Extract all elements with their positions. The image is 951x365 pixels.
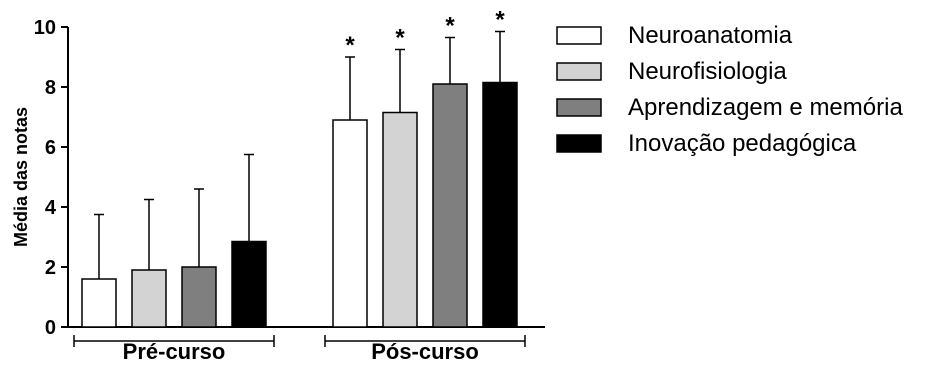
group-label: Pós-curso	[371, 339, 479, 360]
significance-marker: *	[445, 13, 455, 40]
legend-swatch	[556, 134, 602, 153]
bar	[181, 266, 217, 328]
legend-swatch	[556, 98, 602, 117]
legend-label: Neuroanatomia	[628, 22, 793, 49]
bar	[332, 119, 368, 328]
legend-label: Aprendizagem e memória	[628, 94, 903, 121]
y-axis-label: Média das notas	[11, 107, 31, 247]
bars: * * * *	[81, 7, 518, 328]
significance-marker: *	[495, 7, 505, 34]
y-tick-label: 2	[45, 257, 56, 279]
y-tick-label: 0	[45, 317, 56, 339]
bar	[382, 111, 418, 328]
bar	[231, 240, 267, 328]
y-tick-label: 6	[45, 137, 56, 159]
group-label: Pré-curso	[123, 339, 226, 360]
significance-marker: *	[345, 32, 355, 59]
y-tick-label: 4	[45, 197, 57, 219]
bar	[432, 83, 468, 328]
bar	[131, 269, 167, 328]
legend-swatch	[556, 62, 602, 81]
y-tick-label: 8	[45, 77, 56, 99]
bar	[482, 81, 518, 328]
significance-marker: *	[395, 25, 405, 52]
y-tick-label: 10	[34, 17, 56, 39]
legend-label: Neurofisiologia	[628, 58, 787, 85]
bar	[81, 278, 117, 328]
legend-swatch	[556, 26, 602, 45]
legend: Neuroanatomia Neurofisiologia Aprendizagem…	[556, 22, 903, 157]
legend-label: Inovação pedagógica	[628, 130, 857, 157]
